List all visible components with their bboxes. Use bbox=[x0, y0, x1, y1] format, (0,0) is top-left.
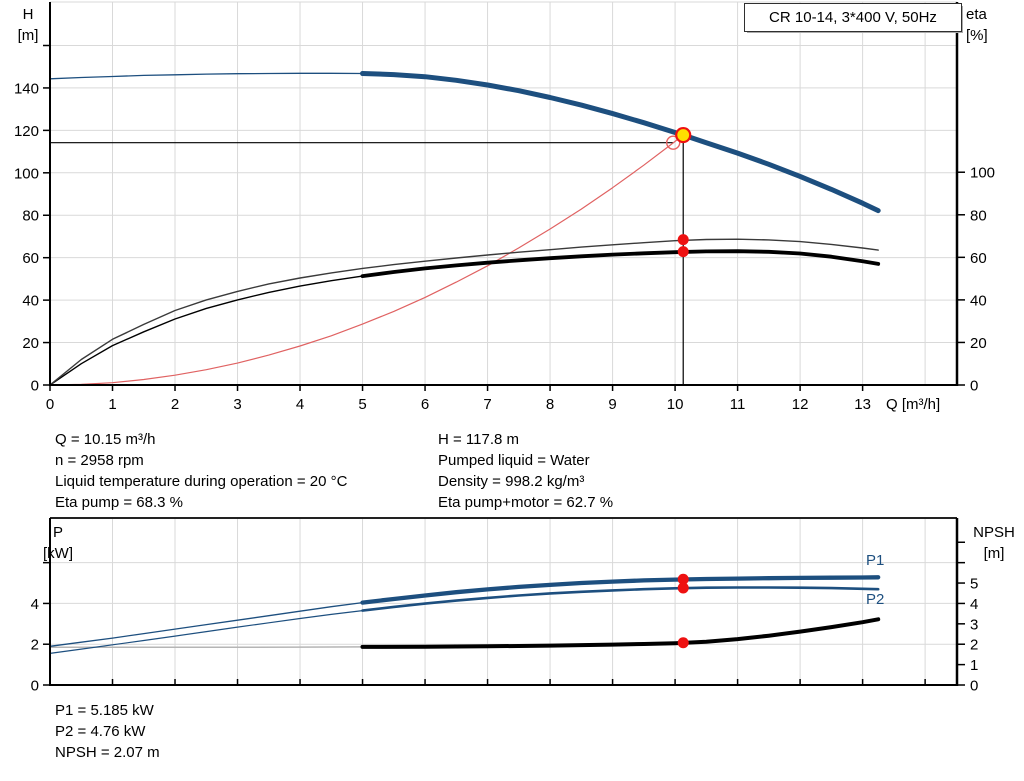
svg-text:0: 0 bbox=[31, 678, 39, 695]
info-density: Density = 998.2 kg/m³ bbox=[438, 473, 585, 490]
svg-text:80: 80 bbox=[970, 207, 987, 224]
q-axis-label: Q [m³/h] bbox=[886, 396, 941, 413]
info-eta-pump-motor: Eta pump+motor = 62.7 % bbox=[438, 494, 614, 511]
svg-text:1: 1 bbox=[108, 396, 116, 413]
svg-text:8: 8 bbox=[546, 396, 554, 413]
svg-text:5: 5 bbox=[358, 396, 366, 413]
npsh-axis-label-symbol: NPSH bbox=[973, 524, 1015, 541]
svg-text:40: 40 bbox=[970, 292, 987, 309]
svg-text:100: 100 bbox=[14, 165, 39, 182]
svg-text:60: 60 bbox=[970, 250, 987, 267]
svg-text:80: 80 bbox=[22, 208, 39, 225]
svg-text:2: 2 bbox=[970, 637, 978, 654]
eta-pump-motor-point bbox=[677, 246, 689, 258]
eta-pump-point bbox=[677, 234, 689, 246]
p2-curve bbox=[49, 586, 880, 655]
svg-text:0: 0 bbox=[31, 378, 39, 395]
pump-title-box: CR 10-14, 3*400 V, 50Hz bbox=[744, 3, 962, 32]
svg-text:6: 6 bbox=[421, 396, 429, 413]
eta-axis-label-unit: [%] bbox=[966, 27, 988, 44]
power-npsh-chart: 0 2 4 0 1 2 3 4 5 bbox=[31, 517, 978, 695]
info-p2: P2 = 4.76 kW bbox=[55, 723, 146, 740]
svg-text:20: 20 bbox=[970, 335, 987, 352]
eta-pump-motor-curve bbox=[49, 249, 881, 386]
info-eta-pump: Eta pump = 68.3 % bbox=[55, 494, 183, 511]
svg-text:4: 4 bbox=[31, 596, 39, 613]
h-axis-label: H [m] bbox=[6, 4, 50, 46]
p-axis-label: P [kW] bbox=[32, 522, 84, 564]
eta-axis-label-symbol: eta bbox=[966, 6, 987, 23]
svg-text:60: 60 bbox=[22, 250, 39, 267]
p1-curve-label: P1 bbox=[866, 552, 885, 569]
svg-text:7: 7 bbox=[483, 396, 491, 413]
svg-text:3: 3 bbox=[970, 616, 978, 633]
p-axis-label-symbol: P bbox=[52, 524, 63, 541]
info-head: H = 117.8 m bbox=[438, 431, 520, 448]
system-curve bbox=[49, 134, 684, 386]
svg-text:2: 2 bbox=[31, 637, 39, 654]
p2-curve-label: P2 bbox=[866, 591, 885, 608]
info-npsh: NPSH = 2.07 m bbox=[55, 744, 160, 761]
duty-info-left-column: Q = 10.15 m³/h n = 2958 rpm Liquid tempe… bbox=[55, 429, 347, 513]
svg-text:0: 0 bbox=[970, 678, 978, 695]
svg-text:12: 12 bbox=[792, 396, 809, 413]
svg-text:1: 1 bbox=[970, 657, 978, 674]
info-p1: P1 = 5.185 kW bbox=[55, 702, 154, 719]
svg-text:2: 2 bbox=[171, 396, 179, 413]
power-info-column: P1 = 5.185 kW P2 = 4.76 kW NPSH = 2.07 m bbox=[55, 700, 160, 763]
svg-text:9: 9 bbox=[608, 396, 616, 413]
svg-text:5: 5 bbox=[970, 576, 978, 593]
operating-point bbox=[675, 126, 692, 144]
npsh-axis-label: NPSH [m] bbox=[966, 522, 1022, 564]
svg-text:100: 100 bbox=[970, 165, 995, 182]
svg-text:0: 0 bbox=[46, 396, 54, 413]
eta-pump-curve bbox=[49, 238, 879, 386]
info-flow: Q = 10.15 m³/h bbox=[55, 431, 156, 448]
npsh-curve bbox=[49, 617, 881, 649]
svg-text:10: 10 bbox=[667, 396, 684, 413]
svg-text:3: 3 bbox=[233, 396, 241, 413]
svg-text:11: 11 bbox=[730, 396, 746, 413]
h-axis-label-unit: [m] bbox=[17, 27, 39, 44]
svg-text:0: 0 bbox=[970, 378, 978, 395]
info-speed: n = 2958 rpm bbox=[55, 452, 144, 469]
svg-text:4: 4 bbox=[296, 396, 304, 413]
npsh-axis-label-unit: [m] bbox=[983, 545, 1005, 562]
svg-text:13: 13 bbox=[854, 396, 871, 413]
duty-info-right-column: H = 117.8 m Pumped liquid = Water Densit… bbox=[438, 429, 613, 513]
eta-axis-label: eta [%] bbox=[966, 4, 1018, 46]
svg-text:4: 4 bbox=[970, 596, 978, 613]
npsh-point bbox=[677, 637, 689, 649]
h-axis-label-symbol: H bbox=[22, 6, 34, 23]
p2-point bbox=[677, 582, 689, 594]
svg-text:20: 20 bbox=[22, 335, 39, 352]
svg-text:40: 40 bbox=[22, 293, 39, 310]
head-curve bbox=[49, 71, 881, 214]
svg-text:120: 120 bbox=[14, 123, 39, 140]
info-liquid-temperature: Liquid temperature during operation = 20… bbox=[55, 473, 348, 490]
requested-duty-point bbox=[666, 135, 681, 150]
info-pumped-liquid: Pumped liquid = Water bbox=[438, 452, 590, 469]
p1-point bbox=[677, 573, 689, 585]
svg-text:140: 140 bbox=[14, 80, 39, 97]
p-axis-label-unit: [kW] bbox=[43, 545, 73, 562]
p1-curve bbox=[49, 575, 881, 647]
